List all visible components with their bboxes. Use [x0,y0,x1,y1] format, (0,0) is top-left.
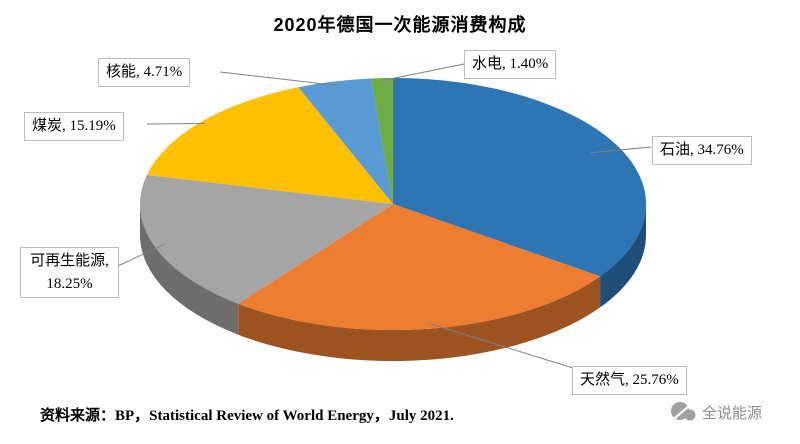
slice-label-coal: 煤炭, 15.19% [24,112,124,141]
slice-label-nuclear: 核能, 4.71% [98,58,191,87]
watermark-text: 全说能源 [701,404,762,422]
pie-slice-side-2 [139,204,239,335]
pie-slice-2 [140,174,393,304]
pie-slice-1 [238,204,601,331]
leader-line-0 [590,146,652,154]
leader-line-4 [219,71,336,86]
leader-line-2 [117,243,165,267]
slice-label-renewables: 可再生能源, 18.25% [20,247,119,298]
chart-title: 2020年德国一次能源消费构成 [273,15,527,35]
pie-slice-3 [146,87,393,204]
watermark: 全说能源 [667,399,762,425]
leader-line-5 [382,63,465,82]
source-note: 资料来源：BP，Statistical Review of World Ener… [40,408,454,424]
pie-slice-0 [393,77,647,277]
slice-label-oil: 石油, 34.76% [652,136,752,165]
pie-slice-side-0 [600,204,646,308]
slice-label-hydro: 水电, 1.40% [464,50,557,79]
watermark-logo-icon [668,400,696,424]
pie-slice-5 [370,78,393,204]
leader-line-1 [429,323,587,373]
pie-slice-side-1 [238,276,601,362]
pie-slice-4 [298,78,393,204]
slice-label-natural-gas: 天然气, 25.76% [572,366,687,395]
leader-line-3 [146,123,206,125]
